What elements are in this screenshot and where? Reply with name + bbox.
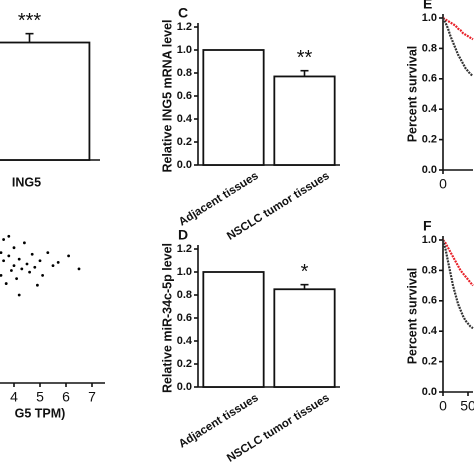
- point: [20, 267, 24, 271]
- point: [15, 277, 18, 281]
- x-tick-label: 0: [439, 176, 447, 192]
- survival-curve: [441, 239, 474, 330]
- y-tick-label: 1.2: [177, 243, 192, 255]
- y-tick-label: 0.0: [177, 159, 192, 171]
- x-tick-label: 50: [460, 398, 474, 414]
- point: [2, 238, 5, 241]
- point: [23, 241, 26, 245]
- x-tick-label: 4: [10, 389, 18, 405]
- y-tick-label: 0.6: [422, 73, 437, 85]
- y-tick-label: 0.4: [177, 113, 193, 125]
- point: [7, 234, 11, 238]
- point: [4, 282, 8, 285]
- y-tick-label: 0.2: [177, 358, 192, 370]
- y-tick-label: 0.8: [422, 42, 437, 54]
- point: [41, 274, 44, 277]
- y-axis-label: Percent survival: [405, 46, 419, 143]
- y-tick-label: 0.2: [177, 136, 192, 148]
- bar: [0, 41, 91, 161]
- y-tick-label: 1.0: [177, 266, 192, 278]
- y-tick-label: 0.4: [177, 335, 193, 347]
- point: [12, 246, 16, 250]
- bar: [202, 49, 265, 166]
- y-tick-label: 0.2: [422, 356, 437, 368]
- y-tick-label: 0.0: [422, 164, 437, 176]
- y-tick-label: 0.8: [177, 67, 192, 79]
- y-tick-label: 1.0: [177, 44, 192, 56]
- point: [36, 283, 39, 287]
- y-tick-label: 0.8: [177, 289, 192, 301]
- point: [28, 270, 31, 274]
- y-tick-label: 0.6: [177, 312, 192, 324]
- point: [7, 254, 11, 258]
- x-tick-label: 6: [62, 389, 70, 405]
- point: [17, 293, 21, 297]
- panel-label: C: [178, 5, 188, 21]
- bar: [202, 271, 265, 388]
- point: [10, 269, 13, 272]
- point: [38, 259, 42, 263]
- y-tick-label: 0.6: [177, 90, 192, 102]
- panel-label: F: [423, 218, 432, 234]
- y-axis-label: Relative miR-34c-5p level: [160, 243, 174, 393]
- y-tick-label: 0.8: [422, 264, 437, 276]
- point: [17, 257, 21, 261]
- survival-curve: [442, 17, 474, 77]
- y-tick-label: 0.0: [422, 386, 437, 398]
- significance-label: *: [301, 261, 309, 283]
- panel-label: D: [178, 227, 188, 243]
- y-axis-label: Relative ING5 mRNA level: [160, 19, 174, 172]
- significance-label: ***: [18, 10, 42, 32]
- x-tick-label: 7: [88, 389, 96, 405]
- x-tick-label: 0: [439, 398, 447, 414]
- survival-curve: [442, 17, 474, 41]
- x-tick-label: 5: [36, 389, 44, 405]
- panel-label: E: [423, 0, 432, 12]
- y-tick-label: 0.4: [422, 325, 438, 337]
- survival-curve: [442, 239, 474, 287]
- point: [33, 265, 37, 269]
- point: [0, 251, 3, 254]
- point: [25, 262, 29, 266]
- point: [51, 264, 55, 268]
- point: [77, 267, 81, 271]
- y-axis-label: Percent survival: [405, 268, 419, 365]
- y-tick-label: 1.2: [177, 21, 192, 33]
- y-tick-label: 1.0: [422, 234, 437, 246]
- y-tick-label: 0.2: [422, 134, 437, 146]
- point: [56, 260, 60, 264]
- x-axis-label: G5 TPM): [15, 406, 66, 420]
- x-tick-label: ING5: [12, 175, 41, 189]
- bar: [273, 288, 336, 388]
- y-tick-label: 0.4: [422, 103, 438, 115]
- point: [0, 274, 3, 277]
- significance-label: **: [297, 47, 313, 69]
- y-tick-label: 1.0: [422, 12, 437, 24]
- point: [46, 251, 50, 255]
- y-tick-label: 0.0: [177, 381, 192, 393]
- point: [67, 254, 70, 258]
- point: [12, 264, 16, 268]
- point: [2, 259, 5, 263]
- point: [30, 252, 34, 256]
- bar: [273, 75, 336, 166]
- y-tick-label: 0.6: [422, 295, 437, 307]
